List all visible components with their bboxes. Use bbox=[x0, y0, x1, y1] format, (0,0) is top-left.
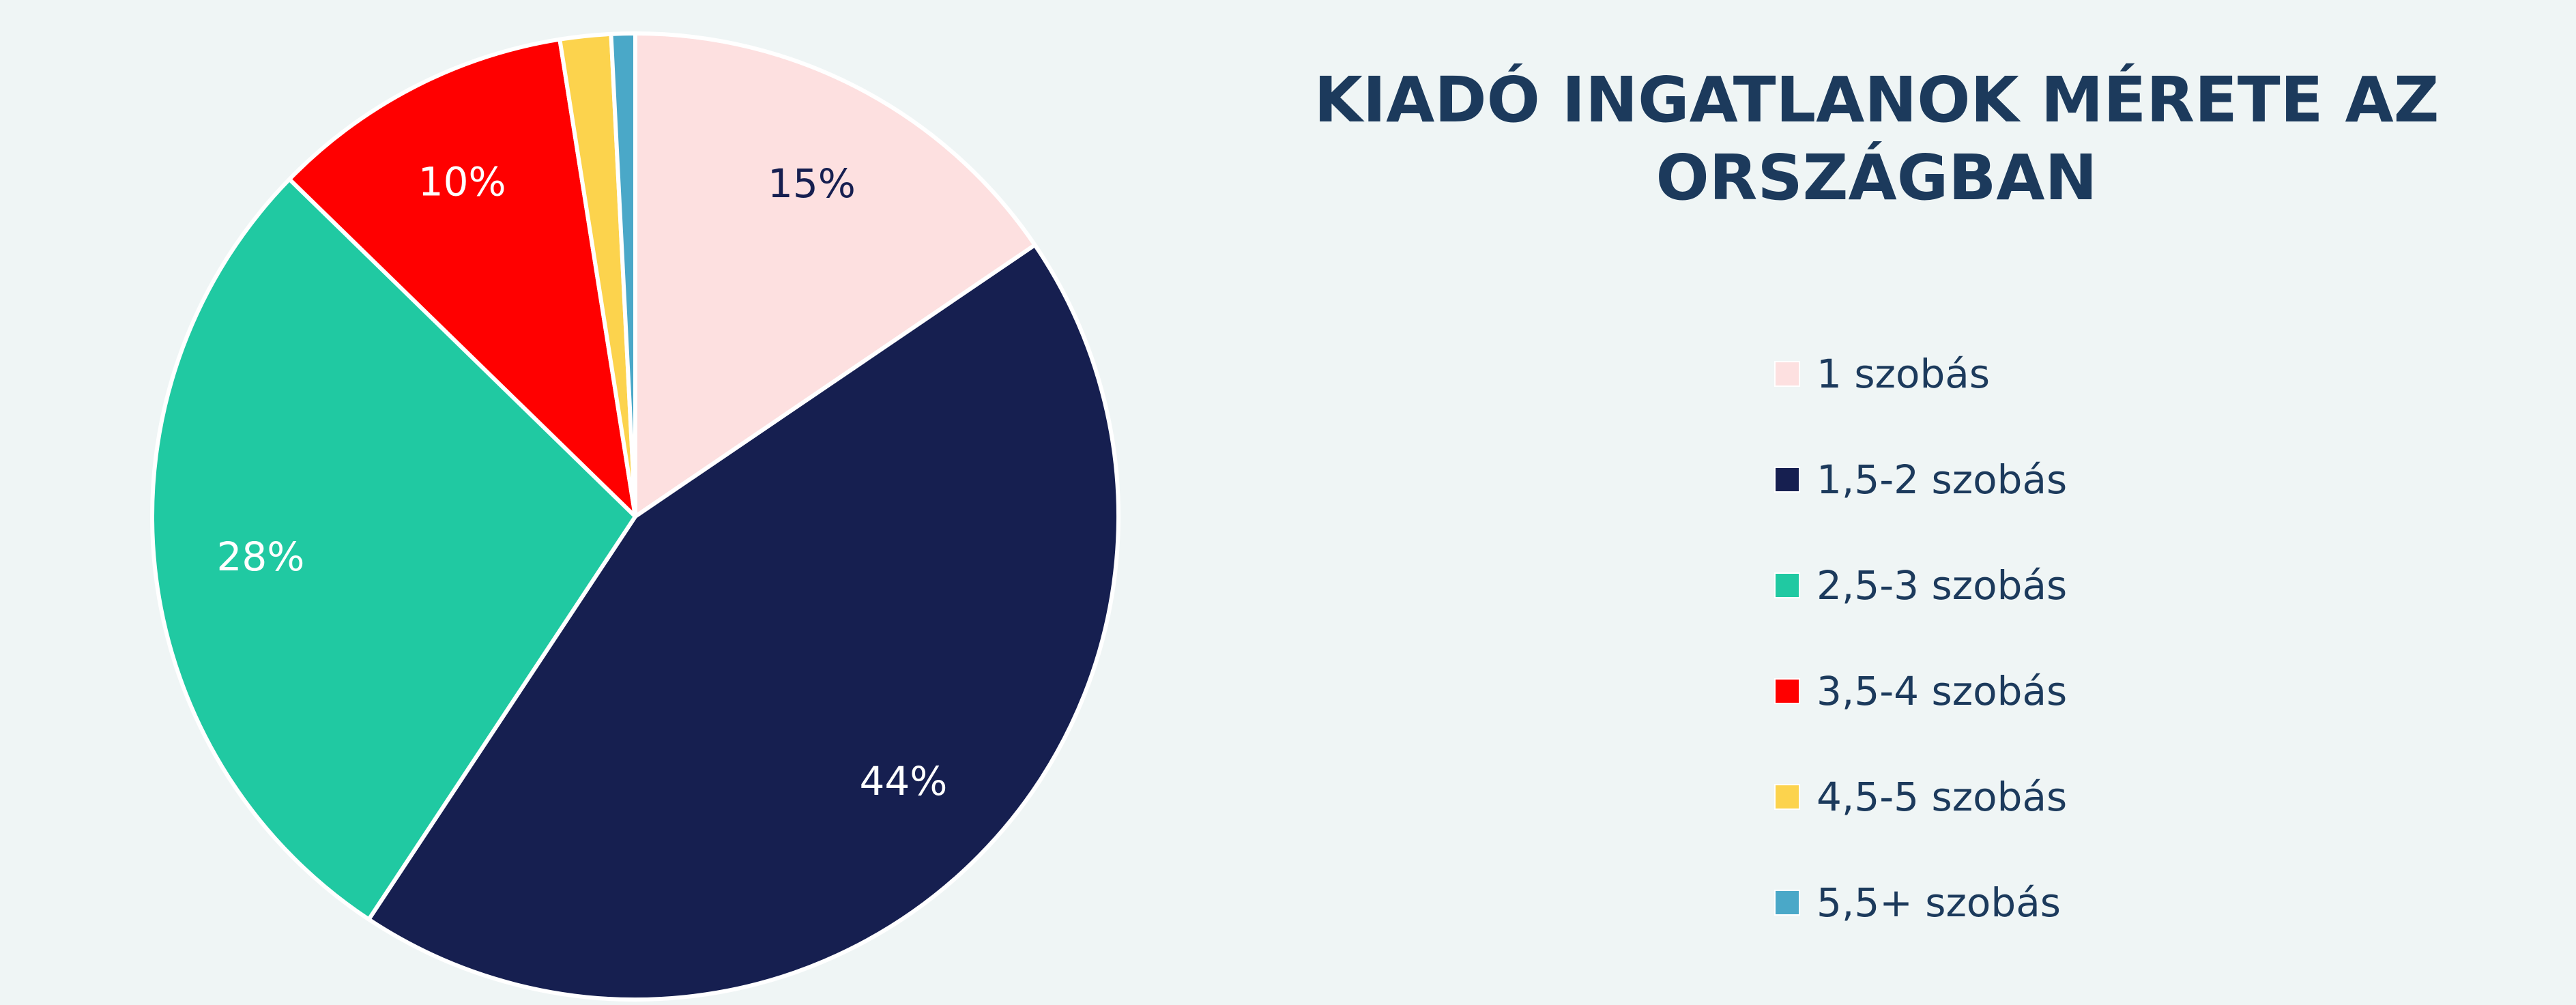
legend-label-3: 2,5-3 szobás bbox=[1817, 562, 2068, 609]
legend-swatch-3 bbox=[1774, 572, 1800, 598]
legend-label-5: 4,5-5 szobás bbox=[1817, 773, 2068, 820]
chart-title: KIADÓ INGATLANOK MÉRETE AZ ORSZÁGBAN bbox=[1314, 63, 2440, 214]
legend-item-3: 2,5-3 szobás bbox=[1774, 532, 2067, 638]
chart-legend: 1 szobás 1,5-2 szobás 2,5-3 szobás 3,5-4 sz… bbox=[1774, 321, 2067, 955]
slice-data-label-2: 44% bbox=[859, 758, 947, 804]
legend-item-1: 1 szobás bbox=[1774, 321, 2067, 426]
pie-slice-1 bbox=[633, 31, 1037, 519]
slice-data-label-3: 28% bbox=[216, 534, 304, 580]
pie-slice-4 bbox=[287, 37, 637, 519]
legend-swatch-5 bbox=[1774, 783, 1800, 810]
legend-label-6: 5,5+ szobás bbox=[1817, 879, 2061, 926]
legend-swatch-1 bbox=[1774, 360, 1800, 387]
legend-item-4: 3,5-4 szobás bbox=[1774, 638, 2067, 744]
legend-swatch-6 bbox=[1774, 889, 1800, 916]
legend-item-2: 1,5-2 szobás bbox=[1774, 426, 2067, 532]
slice-data-label-4: 10% bbox=[418, 159, 506, 205]
pie-slice-3 bbox=[149, 177, 637, 922]
legend-item-5: 4,5-5 szobás bbox=[1774, 744, 2067, 849]
legend-swatch-2 bbox=[1774, 466, 1800, 493]
pie-chart: 15% 44% 28% 10% bbox=[149, 31, 1120, 1002]
pie-slice-6 bbox=[609, 31, 637, 519]
legend-item-6: 5,5+ szobás bbox=[1774, 849, 2067, 955]
legend-label-1: 1 szobás bbox=[1817, 350, 1991, 397]
pie-slice-2 bbox=[366, 243, 1120, 1002]
legend-label-2: 1,5-2 szobás bbox=[1817, 456, 2068, 503]
slice-data-label-1: 15% bbox=[768, 160, 856, 207]
legend-swatch-4 bbox=[1774, 678, 1800, 704]
legend-label-4: 3,5-4 szobás bbox=[1817, 667, 2068, 714]
